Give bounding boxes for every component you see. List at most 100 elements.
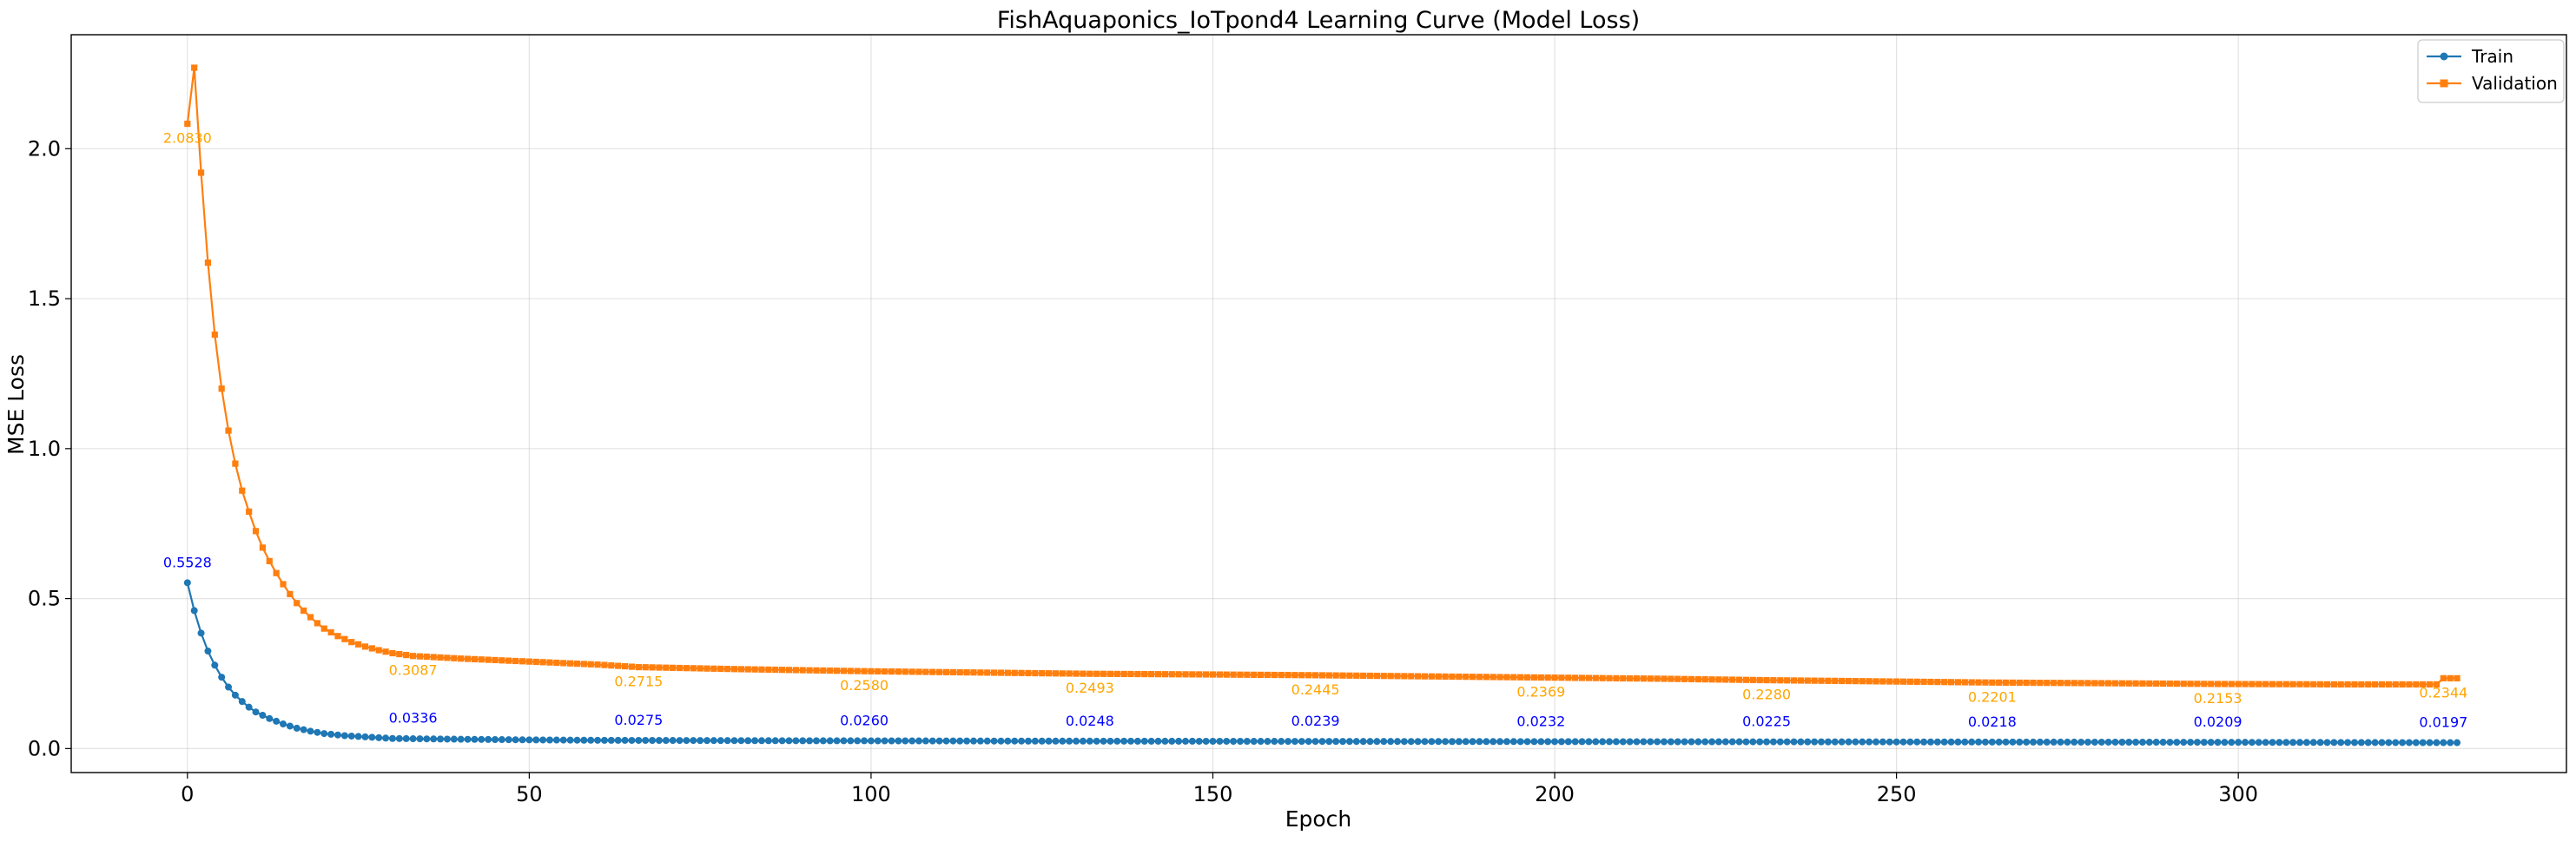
data-point — [2357, 739, 2365, 747]
data-point — [1168, 737, 1176, 745]
data-point — [1127, 670, 1134, 678]
data-point — [1154, 737, 1162, 745]
data-point — [1120, 737, 1128, 745]
data-point — [2201, 681, 2208, 687]
data-point — [1941, 679, 1948, 686]
data-point — [1455, 738, 1463, 746]
data-point — [580, 736, 588, 744]
data-point — [1668, 675, 1674, 682]
data-point — [983, 737, 991, 745]
data-point — [1544, 738, 1552, 746]
data-point — [1141, 670, 1148, 678]
data-point — [1366, 738, 1374, 746]
data-point — [2030, 679, 2037, 687]
data-point — [1052, 670, 1060, 677]
data-point — [1873, 738, 1880, 746]
data-point — [1059, 737, 1067, 745]
data-point — [246, 508, 253, 515]
data-point — [1448, 738, 1456, 746]
data-point — [280, 581, 287, 588]
data-point — [1127, 737, 1135, 745]
x-axis-label: Epoch — [1285, 806, 1352, 832]
data-point — [2187, 681, 2194, 687]
data-point — [1257, 671, 1265, 679]
data-label: 0.0197 — [2419, 714, 2467, 731]
data-point — [1360, 672, 1367, 680]
data-point — [2447, 739, 2454, 747]
data-point — [1899, 738, 1907, 746]
data-point — [368, 733, 376, 741]
data-point — [1476, 738, 1483, 746]
data-point — [1298, 738, 1305, 746]
data-point — [1947, 679, 1955, 686]
data-point — [1933, 738, 1941, 746]
data-point — [1982, 679, 1989, 686]
data-point — [1380, 738, 1388, 746]
data-point — [287, 590, 294, 598]
data-point — [1701, 738, 1709, 746]
data-point — [559, 736, 567, 744]
data-point — [1311, 672, 1319, 679]
data-point — [2392, 739, 2400, 747]
data-point — [1811, 738, 1819, 746]
data-point — [601, 661, 608, 668]
data-point — [1414, 738, 1422, 746]
data-point — [935, 737, 943, 745]
data-point — [1133, 737, 1141, 745]
data-point — [266, 714, 274, 722]
data-point — [1271, 671, 1278, 679]
data-point — [1790, 677, 1798, 684]
data-point — [519, 658, 526, 665]
data-point — [840, 668, 848, 674]
data-point — [1483, 674, 1489, 681]
data-point — [1906, 678, 1913, 685]
data-point — [1852, 678, 1859, 685]
data-point — [915, 737, 923, 745]
data-point — [1756, 676, 1763, 684]
data-point — [2323, 739, 2331, 747]
data-point — [628, 663, 636, 670]
data-point — [1209, 737, 1217, 745]
data-point — [1633, 675, 1641, 682]
data-point — [840, 737, 848, 745]
data-point — [2097, 738, 2105, 746]
data-point — [2419, 739, 2427, 747]
data-point — [908, 737, 916, 745]
data-point — [2044, 680, 2051, 687]
y-tick-label: 2.0 — [28, 136, 61, 161]
data-point — [2330, 681, 2337, 687]
data-point — [1886, 678, 1893, 685]
data-point — [2282, 681, 2289, 687]
data-point — [2364, 739, 2372, 747]
data-point — [1613, 674, 1620, 681]
data-point — [744, 737, 752, 745]
data-point — [2159, 680, 2167, 687]
data-point — [2269, 739, 2276, 747]
data-point — [697, 665, 703, 672]
data-point — [1640, 738, 1648, 746]
data-point — [608, 661, 615, 669]
data-point — [1886, 738, 1893, 746]
data-point — [1845, 738, 1853, 746]
data-point — [340, 732, 348, 740]
data-point — [2406, 681, 2413, 688]
data-point — [594, 661, 601, 668]
data-point — [382, 734, 390, 742]
data-point — [2275, 739, 2283, 747]
data-point — [600, 736, 608, 744]
data-point — [1278, 738, 1285, 746]
data-point — [1345, 738, 1353, 746]
data-point — [1578, 738, 1586, 746]
data-point — [2440, 674, 2447, 681]
data-point — [1879, 738, 1886, 746]
grid-lines — [71, 35, 2566, 773]
data-point — [1818, 677, 1825, 684]
data-point — [430, 654, 437, 661]
data-point — [779, 667, 786, 674]
data-point — [1230, 737, 1238, 745]
data-point — [2275, 681, 2283, 687]
data-point — [2371, 739, 2379, 747]
data-point — [409, 653, 417, 660]
data-point — [1961, 679, 1968, 686]
data-point — [2105, 680, 2112, 687]
